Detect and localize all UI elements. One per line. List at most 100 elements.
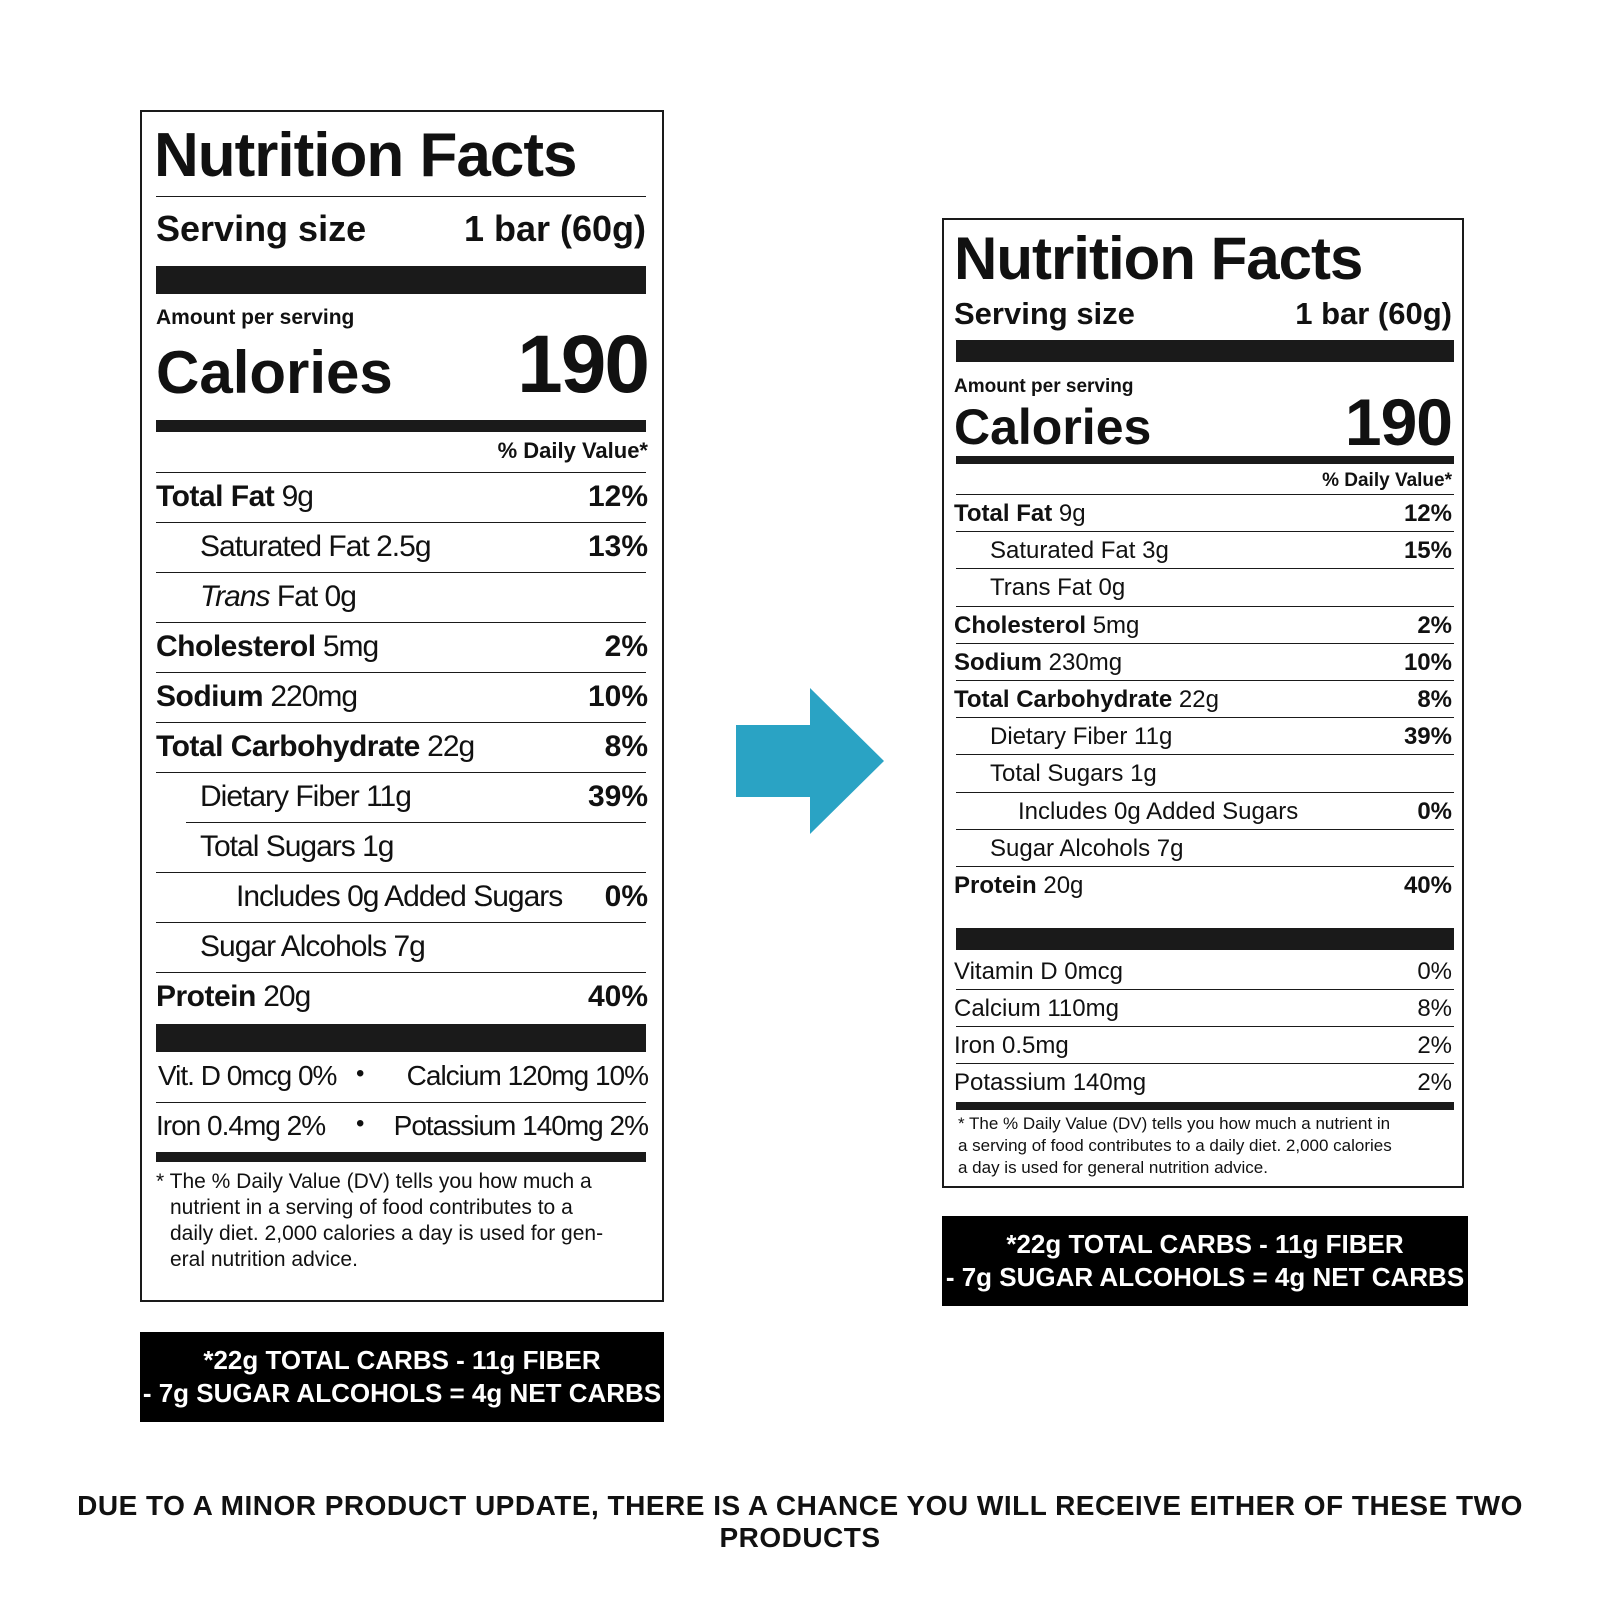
nutrient-name: Sugar Alcohols: [200, 930, 387, 963]
new-calories-value: 190: [1344, 385, 1453, 459]
nutrient-name: Total Fat: [156, 480, 275, 513]
nutrient-name: Protein: [156, 980, 256, 1013]
old-divider: [156, 196, 646, 197]
old-serving-label: Serving size: [156, 208, 367, 249]
old-row-divider: [186, 822, 646, 823]
micronutrient-name: Vitamin D 0mcg: [954, 958, 1123, 985]
old-row-divider: [156, 922, 646, 923]
old-footnote-line: daily diet. 2,000 calories a day is used…: [170, 1222, 604, 1245]
nutrient-name: Saturated Fat: [990, 537, 1136, 564]
nutrient-amount: 3g: [1142, 537, 1169, 564]
old-amount-per-serving: Amount per serving: [156, 306, 355, 329]
old-thick-bar: [156, 266, 646, 294]
new-medium-bar-2: [956, 1102, 1454, 1110]
new-row-divider: [956, 568, 1454, 569]
new-net-carbs-box: *22g TOTAL CARBS - 11g FIBER - 7g SUGAR …: [942, 1216, 1468, 1306]
old-row-divider: [156, 572, 646, 573]
micronutrient-name: Potassium 140mg: [954, 1069, 1147, 1096]
nutrient-row-7: Total Sugars 1g: [990, 760, 1157, 788]
nutrient-row-8: Includes 0g Added Sugars: [1018, 798, 1298, 826]
nutrient-amount: 5mg: [1092, 612, 1140, 639]
new-footnote-line: a day is used for general nutrition advi…: [958, 1158, 1268, 1177]
nutrient-daily-value: 39%: [587, 780, 648, 813]
nutrient-daily-value: 39%: [1403, 723, 1452, 750]
nutrient-amount: 20g: [263, 980, 311, 1013]
new-row-divider: [956, 717, 1454, 718]
nutrient-name: Total Sugars: [990, 760, 1124, 787]
new-micro-divider: [956, 1063, 1454, 1064]
micronutrient-daily-value: 0%: [1417, 958, 1452, 985]
old-medium-bar-2: [156, 1152, 646, 1162]
nutrient-daily-value: 8%: [604, 730, 648, 763]
new-micro-divider: [956, 989, 1454, 990]
nutrient-amount: 22g: [1178, 686, 1219, 713]
micronutrient-name: Calcium 110mg: [954, 995, 1119, 1022]
right-arrow-icon: [736, 688, 884, 834]
nutrient-row-4: Sodium 220mg: [156, 680, 358, 714]
nutrient-name: Sugar Alcohols: [990, 835, 1151, 862]
nutrient-daily-value: 40%: [1403, 872, 1452, 899]
old-net-carbs-box: *22g TOTAL CARBS - 11g FIBER - 7g SUGAR …: [140, 1332, 664, 1422]
nutrient-daily-value: 0%: [1417, 798, 1452, 825]
new-thick-bar-2: [956, 928, 1454, 950]
old-row-divider: [156, 972, 646, 973]
nutrient-name: Includes 0g Added Sugars: [1018, 798, 1299, 825]
nutrient-daily-value: 0%: [604, 880, 648, 913]
nutrient-daily-value: 40%: [587, 980, 648, 1013]
old-footnote-line: * The % Daily Value (DV) tells you how m…: [156, 1170, 592, 1193]
nutrient-name: Cholesterol: [954, 612, 1087, 639]
nutrient-row-9: Sugar Alcohols 7g: [990, 835, 1183, 863]
nutrient-row-10: Protein 20g: [156, 980, 311, 1014]
nutrient-row-0: Total Fat 9g: [954, 500, 1086, 528]
nutrient-name: Total Sugars: [200, 830, 356, 863]
nutrient-name: Trans: [200, 580, 270, 613]
nutrient-daily-value: 2%: [604, 630, 648, 663]
nutrient-row-6: Dietary Fiber 11g: [200, 780, 412, 814]
nutrient-row-3: Cholesterol 5mg: [954, 612, 1139, 640]
new-serving-label: Serving size: [954, 296, 1135, 331]
nutrient-row-7: Total Sugars 1g: [200, 830, 394, 864]
nutrient-amount: 0g: [1098, 574, 1126, 601]
old-serving-value: 1 bar (60g): [463, 208, 646, 249]
old-daily-value-header: % Daily Value*: [497, 438, 648, 463]
old-micros-line2-left: Iron 0.4mg 2%: [156, 1110, 326, 1141]
nutrient-amount: 20g: [1043, 872, 1084, 899]
old-row-divider: [156, 722, 646, 723]
old-bullet-1: •: [356, 1060, 365, 1087]
old-micros-line2-right: Potassium 140mg 2%: [393, 1110, 649, 1141]
nutrient-daily-value: 10%: [587, 680, 648, 713]
nutrient-row-2: Trans Fat 0g: [200, 580, 357, 614]
nutrient-amount: 230mg: [1048, 649, 1123, 676]
nutrient-daily-value: 13%: [587, 530, 648, 563]
nutrient-name: Cholesterol: [156, 630, 316, 663]
nutrient-amount: 0g: [324, 580, 357, 613]
nutrient-row-2: Trans Fat 0g: [990, 574, 1125, 602]
old-medium-bar: [156, 420, 646, 432]
nutrient-name: Protein: [954, 872, 1037, 899]
nutrient-daily-value: 15%: [1403, 537, 1452, 564]
nutrient-amount: 1g: [362, 830, 394, 863]
nutrient-amount: 9g: [1058, 500, 1086, 527]
nutrient-name: Total Carbohydrate: [954, 686, 1173, 713]
new-nutrition-label: Nutrition Facts Serving size 1 bar (60g)…: [942, 218, 1464, 1188]
nutrient-row-0: Total Fat 9g: [156, 480, 314, 514]
nutrient-row-3: Cholesterol 5mg: [156, 630, 379, 664]
nutrient-amount: 11g: [366, 780, 412, 813]
old-row-divider: [156, 622, 646, 623]
old-row-divider: [156, 522, 646, 523]
old-calories-label: Calories: [156, 339, 393, 406]
new-footnote-line: * The % Daily Value (DV) tells you how m…: [958, 1114, 1391, 1133]
nutrient-daily-value: 2%: [1417, 612, 1452, 639]
nutrient-name: Dietary Fiber: [200, 780, 360, 813]
new-row-divider: [956, 531, 1454, 532]
nutrient-amount: 220mg: [270, 680, 358, 713]
nutrient-name: Sodium: [954, 649, 1042, 676]
old-divider: [156, 1102, 646, 1103]
new-row-divider: [956, 792, 1454, 793]
nutrient-amount: 7g: [1156, 835, 1184, 862]
nutrient-name: Dietary Fiber: [990, 723, 1128, 750]
new-row-divider: [956, 680, 1454, 681]
old-nutrition-label: Nutrition Facts Serving size 1 bar (60g)…: [140, 110, 664, 1302]
new-footnote-line: a serving of food contributes to a daily…: [958, 1136, 1392, 1155]
nutrient-name: Includes 0g Added Sugars: [236, 880, 563, 913]
